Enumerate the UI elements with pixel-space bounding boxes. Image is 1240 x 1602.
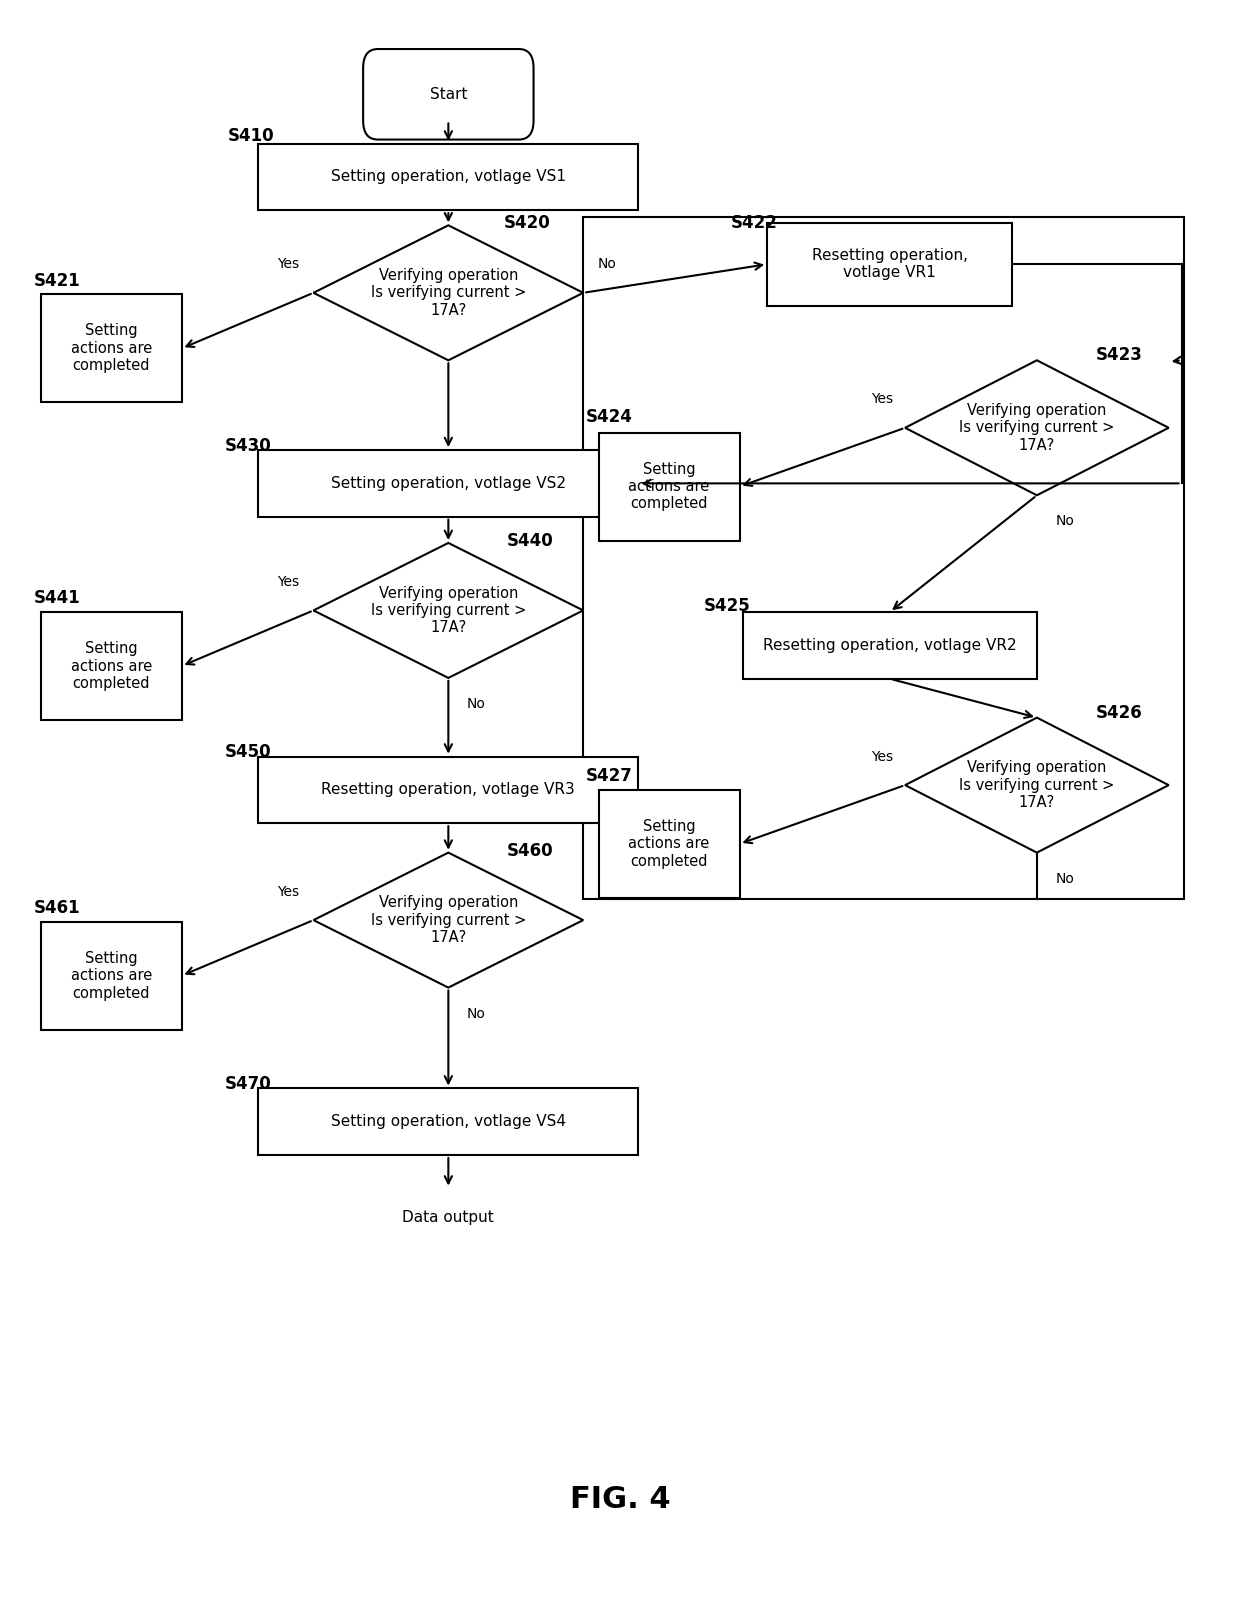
Polygon shape bbox=[314, 226, 583, 360]
Text: Yes: Yes bbox=[870, 750, 893, 764]
Text: S441: S441 bbox=[33, 590, 81, 607]
Text: Setting operation, votlage VS1: Setting operation, votlage VS1 bbox=[331, 170, 565, 184]
Text: S423: S423 bbox=[1096, 346, 1142, 364]
Text: S425: S425 bbox=[703, 598, 750, 615]
Text: Setting
actions are
completed: Setting actions are completed bbox=[71, 324, 151, 373]
Bar bbox=[258, 144, 639, 210]
Bar bbox=[599, 790, 739, 897]
Text: S426: S426 bbox=[1096, 703, 1142, 721]
Text: S440: S440 bbox=[507, 532, 554, 549]
Text: Setting
actions are
completed: Setting actions are completed bbox=[629, 461, 709, 511]
Text: S424: S424 bbox=[585, 409, 632, 426]
Bar bbox=[41, 612, 182, 719]
Text: S410: S410 bbox=[228, 127, 274, 146]
Text: Yes: Yes bbox=[870, 392, 893, 407]
Text: Verifying operation
Is verifying current >
17A?: Verifying operation Is verifying current… bbox=[371, 896, 526, 945]
Text: Setting
actions are
completed: Setting actions are completed bbox=[71, 952, 151, 1001]
Text: Setting
actions are
completed: Setting actions are completed bbox=[629, 819, 709, 868]
Text: S420: S420 bbox=[503, 215, 551, 232]
Text: Yes: Yes bbox=[277, 575, 299, 590]
Bar bbox=[583, 216, 1184, 899]
Text: Verifying operation
Is verifying current >
17A?: Verifying operation Is verifying current… bbox=[371, 268, 526, 317]
Bar bbox=[599, 433, 739, 540]
Polygon shape bbox=[314, 543, 583, 678]
Text: S421: S421 bbox=[33, 272, 81, 290]
Polygon shape bbox=[905, 718, 1168, 852]
Text: Data output: Data output bbox=[403, 1210, 495, 1224]
Bar bbox=[768, 223, 1012, 306]
Text: Setting operation, votlage VS2: Setting operation, votlage VS2 bbox=[331, 476, 565, 490]
Text: S470: S470 bbox=[226, 1075, 272, 1093]
Text: Yes: Yes bbox=[277, 884, 299, 899]
Polygon shape bbox=[905, 360, 1168, 495]
Text: Verifying operation
Is verifying current >
17A?: Verifying operation Is verifying current… bbox=[371, 585, 526, 636]
Text: S461: S461 bbox=[33, 899, 81, 916]
Bar bbox=[258, 1088, 639, 1155]
Text: S450: S450 bbox=[226, 743, 272, 761]
Text: S427: S427 bbox=[585, 767, 632, 785]
Text: Yes: Yes bbox=[277, 258, 299, 271]
Text: No: No bbox=[466, 697, 486, 711]
Text: No: No bbox=[466, 1006, 486, 1020]
Text: S430: S430 bbox=[226, 437, 272, 455]
Text: Start: Start bbox=[429, 87, 467, 103]
Text: FIG. 4: FIG. 4 bbox=[569, 1485, 671, 1514]
Text: Resetting operation,
votlage VR1: Resetting operation, votlage VR1 bbox=[812, 248, 967, 280]
Text: S422: S422 bbox=[730, 215, 777, 232]
Text: No: No bbox=[598, 258, 616, 271]
Text: No: No bbox=[1055, 871, 1074, 886]
Bar bbox=[258, 450, 639, 517]
Text: S460: S460 bbox=[507, 841, 554, 860]
Bar bbox=[41, 295, 182, 402]
Bar bbox=[743, 612, 1037, 679]
Bar bbox=[41, 921, 182, 1030]
Text: No: No bbox=[1055, 514, 1074, 529]
Text: Setting
actions are
completed: Setting actions are completed bbox=[71, 641, 151, 690]
Bar bbox=[258, 756, 639, 823]
Polygon shape bbox=[314, 852, 583, 987]
Text: Resetting operation, votlage VR3: Resetting operation, votlage VR3 bbox=[321, 782, 575, 798]
Text: Verifying operation
Is verifying current >
17A?: Verifying operation Is verifying current… bbox=[960, 761, 1115, 811]
Text: Resetting operation, votlage VR2: Resetting operation, votlage VR2 bbox=[763, 638, 1017, 654]
Text: Verifying operation
Is verifying current >
17A?: Verifying operation Is verifying current… bbox=[960, 402, 1115, 453]
FancyBboxPatch shape bbox=[363, 50, 533, 139]
Text: Setting operation, votlage VS4: Setting operation, votlage VS4 bbox=[331, 1115, 565, 1129]
